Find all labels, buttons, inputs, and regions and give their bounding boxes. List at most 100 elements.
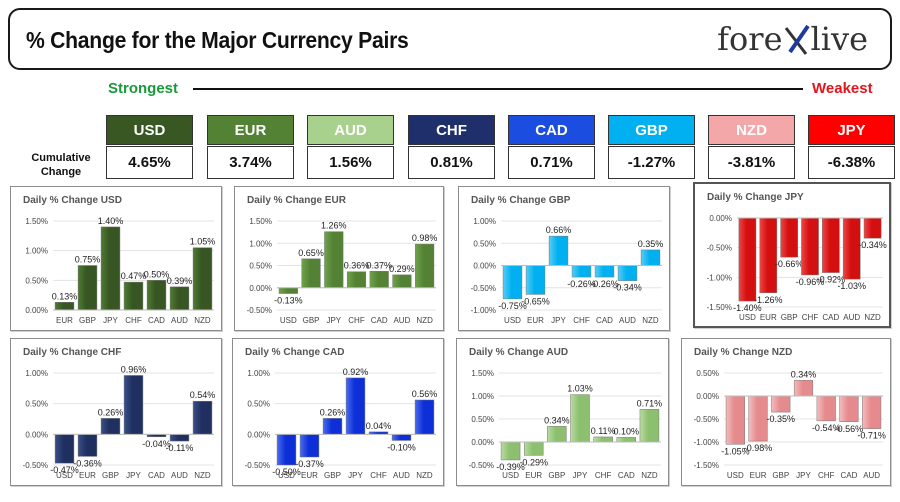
- bar-usd: [54, 434, 75, 464]
- data-label: -0.47%: [50, 465, 79, 475]
- logo-x-icon: [784, 22, 810, 56]
- x-category-label: GBP: [102, 471, 119, 480]
- header-banner: % Change for the Major Currency Pairs fo…: [8, 8, 892, 70]
- data-label: 0.34%: [544, 415, 570, 425]
- bar-cad: [594, 265, 615, 278]
- data-label: 0.37%: [366, 260, 392, 270]
- chart-daily-change-usd: Daily % Change USD 0.00% 0.50% 1.00% 1.50% 0.…: [23, 195, 215, 325]
- data-label: 0.56%: [412, 389, 438, 399]
- x-category-label: JPY: [551, 316, 566, 325]
- bar-usd: [502, 265, 523, 300]
- data-label: -0.56%: [835, 424, 864, 434]
- cumulative-change-value: 4.65%: [106, 146, 193, 179]
- data-label: -0.39%: [496, 462, 525, 472]
- y-tick-label: 1.50%: [25, 217, 48, 226]
- x-category-label: CAD: [618, 471, 635, 480]
- bar-jpy: [324, 231, 344, 288]
- chart-panel-jpy: Daily % Change JPY -1.50% -1.00% -0.50% 0.00…: [693, 182, 891, 328]
- chart-daily-change-chf: Daily % Change CHF -0.50% 0.00% 0.50% 1.00% -…: [23, 347, 216, 480]
- x-category-label: USD: [280, 316, 297, 325]
- x-category-label: NZD: [194, 471, 211, 480]
- data-label: 0.47%: [121, 271, 147, 281]
- y-tick-label: 1.50%: [249, 217, 272, 226]
- currency-box-chf: CHF 0.81%: [408, 115, 495, 179]
- data-label: 0.35%: [638, 239, 664, 249]
- x-category-label: GBP: [548, 471, 565, 480]
- x-category-label: JPY: [573, 471, 588, 480]
- x-category-label: AUD: [393, 316, 410, 325]
- y-tick-label: 1.00%: [249, 239, 272, 248]
- strength-scale-line: [193, 88, 803, 90]
- x-category-label: USD: [278, 471, 295, 480]
- bar-eur: [759, 217, 778, 294]
- bar-gbp: [77, 265, 98, 311]
- data-label: -1.40%: [733, 303, 762, 313]
- bar-eur: [523, 441, 544, 456]
- x-category-label: CHF: [818, 471, 835, 480]
- data-label: -0.66%: [775, 259, 804, 269]
- x-category-label: CHF: [573, 316, 590, 325]
- x-category-label: EUR: [525, 471, 542, 480]
- data-label: -0.98%: [744, 443, 773, 453]
- bar-eur: [525, 265, 546, 295]
- data-label: -0.50%: [272, 467, 301, 477]
- x-category-label: GBP: [303, 316, 320, 325]
- data-label: 0.71%: [637, 398, 663, 408]
- y-tick-label: 0.00%: [473, 262, 496, 271]
- x-category-label: GBP: [324, 471, 341, 480]
- currency-code: CAD: [508, 115, 595, 145]
- cumulative-change-value: -6.38%: [808, 146, 895, 179]
- y-tick-label: 0.50%: [696, 369, 719, 378]
- bar-nzd: [415, 243, 435, 288]
- chart-title: Daily % Change GBP: [471, 195, 571, 206]
- currency-box-gbp: GBP -1.27%: [608, 115, 695, 179]
- y-tick-label: 0.00%: [247, 430, 270, 439]
- y-tick-label: -0.50%: [471, 284, 496, 293]
- data-label: 0.10%: [614, 426, 640, 436]
- x-category-label: CHF: [370, 471, 387, 480]
- y-tick-label: -0.50%: [245, 461, 270, 470]
- x-category-label: CAD: [371, 316, 388, 325]
- x-category-label: USD: [56, 471, 73, 480]
- x-category-label: USD: [504, 316, 521, 325]
- data-label: -0.75%: [498, 301, 527, 311]
- bar-aud: [169, 434, 190, 442]
- bar-gbp: [100, 418, 121, 435]
- y-tick-label: 0.50%: [471, 415, 494, 424]
- chart-daily-change-eur: Daily % Change EUR -0.50% 0.00% 0.50% 1.00% 1…: [247, 195, 438, 325]
- cumulative-change-value: 0.81%: [408, 146, 495, 179]
- bar-jpy: [548, 235, 569, 266]
- bar-jpy: [123, 375, 144, 435]
- chart-daily-change-jpy: Daily % Change JPY -1.50% -1.00% -0.50% 0.00…: [707, 192, 887, 322]
- chart-panel-usd: Daily % Change USD 0.00% 0.50% 1.00% 1.50% 0.…: [10, 186, 222, 331]
- data-label: -0.36%: [73, 458, 102, 468]
- currency-code: EUR: [207, 115, 294, 145]
- y-tick-label: 0.00%: [696, 392, 719, 401]
- strongest-label: Strongest: [108, 80, 179, 97]
- currency-code: USD: [106, 115, 193, 145]
- bar-usd: [278, 287, 298, 294]
- page-title: % Change for the Major Currency Pairs: [26, 27, 409, 53]
- currency-code: NZD: [708, 115, 795, 145]
- x-category-label: AUD: [171, 316, 188, 325]
- x-category-label: AUD: [171, 471, 188, 480]
- bar-cad: [616, 437, 637, 443]
- x-category-label: CHF: [595, 471, 612, 480]
- y-tick-label: 0.50%: [473, 239, 496, 248]
- currency-code: AUD: [307, 115, 394, 145]
- data-label: -0.34%: [858, 240, 887, 250]
- data-label: -0.34%: [613, 283, 642, 293]
- x-category-label: AUD: [843, 313, 860, 322]
- x-category-label: CHF: [802, 313, 819, 322]
- y-tick-label: -1.50%: [707, 303, 732, 312]
- y-tick-label: -1.50%: [694, 461, 719, 470]
- currency-box-jpy: JPY -6.38%: [808, 115, 895, 179]
- chart-title: Daily % Change CHF: [23, 347, 121, 358]
- x-category-label: EUR: [301, 471, 318, 480]
- bar-nzd: [639, 409, 660, 443]
- bar-cad: [839, 395, 859, 423]
- bar-gbp: [780, 217, 798, 258]
- bar-gbp: [547, 426, 567, 443]
- data-label: -1.05%: [721, 446, 750, 456]
- data-label: -0.35%: [767, 414, 796, 424]
